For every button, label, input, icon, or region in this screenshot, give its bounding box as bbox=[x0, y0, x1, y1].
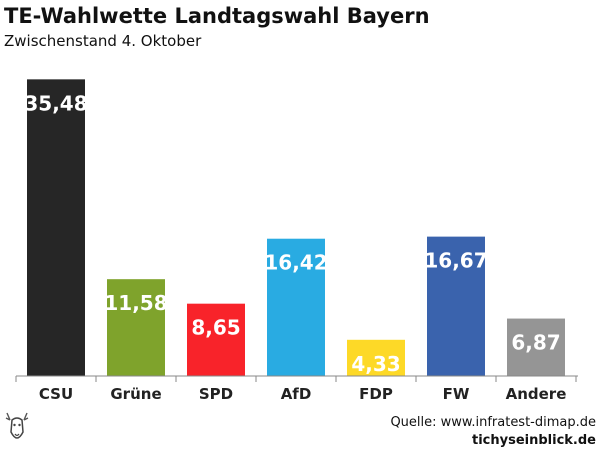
brand-text: tichyseinblick.de bbox=[471, 433, 596, 448]
value-label-gruene: 11,58 bbox=[104, 291, 167, 315]
category-label-csu: CSU bbox=[39, 385, 73, 403]
value-label-fdp: 4,33 bbox=[351, 352, 400, 376]
value-labels-group: 35,48 11,58 8,65 16,42 4,33 16,67 6,87 bbox=[24, 91, 560, 375]
x-axis-ticks bbox=[15, 376, 577, 382]
category-label-fw: FW bbox=[443, 385, 470, 403]
bar-fw bbox=[427, 236, 485, 376]
stag-head-logo bbox=[5, 412, 29, 439]
bar-andere bbox=[507, 318, 565, 376]
bar-csu bbox=[27, 79, 85, 376]
value-label-csu: 35,48 bbox=[24, 91, 87, 115]
chart-title: TE-Wahlwette Landtagswahl Bayern bbox=[4, 4, 430, 28]
bars-group bbox=[27, 79, 565, 376]
value-label-spd: 8,65 bbox=[191, 316, 240, 340]
category-label-afd: AfD bbox=[281, 385, 312, 403]
category-label-andere: Andere bbox=[506, 385, 567, 403]
bar-spd bbox=[187, 303, 245, 376]
source-text: Quelle: www.infratest-dimap.de bbox=[390, 415, 596, 430]
bar-afd bbox=[267, 238, 325, 376]
bar-fdp bbox=[347, 339, 405, 376]
value-label-andere: 6,87 bbox=[511, 331, 560, 355]
category-label-spd: SPD bbox=[199, 385, 233, 403]
chart-subtitle: Zwischenstand 4. Oktober bbox=[4, 32, 202, 50]
value-label-fw: 16,67 bbox=[424, 249, 487, 273]
value-label-afd: 16,42 bbox=[264, 251, 327, 275]
category-labels-group: CSU Grüne SPD AfD FDP FW Andere bbox=[39, 385, 567, 403]
category-label-fdp: FDP bbox=[359, 385, 393, 403]
bar-gruene bbox=[107, 279, 165, 376]
category-label-gruene: Grüne bbox=[110, 385, 161, 403]
